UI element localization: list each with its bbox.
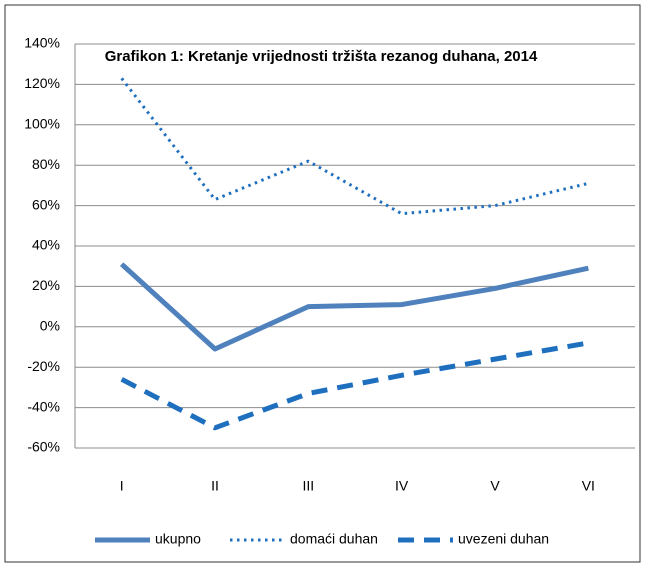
x-tick-label: III	[302, 478, 314, 494]
x-tick-label: V	[490, 478, 500, 494]
x-tick-label: I	[120, 478, 124, 494]
series-line	[119, 262, 589, 352]
y-tick-label: 0%	[40, 318, 60, 334]
y-tick-label: 20%	[32, 277, 60, 293]
y-tick-label: 120%	[24, 75, 60, 91]
legend-label: ukupno	[155, 531, 201, 547]
x-tick-label: VI	[582, 478, 595, 494]
y-tick-label: -60%	[27, 439, 60, 455]
legend-label: uvezeni duhan	[458, 531, 549, 547]
series-line	[120, 77, 589, 216]
chart-title: Grafikon 1: Kretanje vrijednosti tržišta…	[104, 48, 538, 65]
x-tick-label: IV	[395, 478, 409, 494]
y-tick-label: 100%	[24, 116, 60, 132]
y-tick-label: 80%	[32, 156, 60, 172]
y-tick-label: 140%	[24, 35, 60, 51]
legend-label: domaći duhan	[290, 531, 378, 547]
y-tick-label: 60%	[32, 196, 60, 212]
chart-border	[4, 4, 641, 563]
y-tick-label: -20%	[27, 358, 60, 374]
series-line	[120, 340, 589, 431]
x-tick-label: II	[211, 478, 219, 494]
y-tick-label: 40%	[32, 237, 60, 253]
y-tick-label: -40%	[27, 398, 60, 414]
